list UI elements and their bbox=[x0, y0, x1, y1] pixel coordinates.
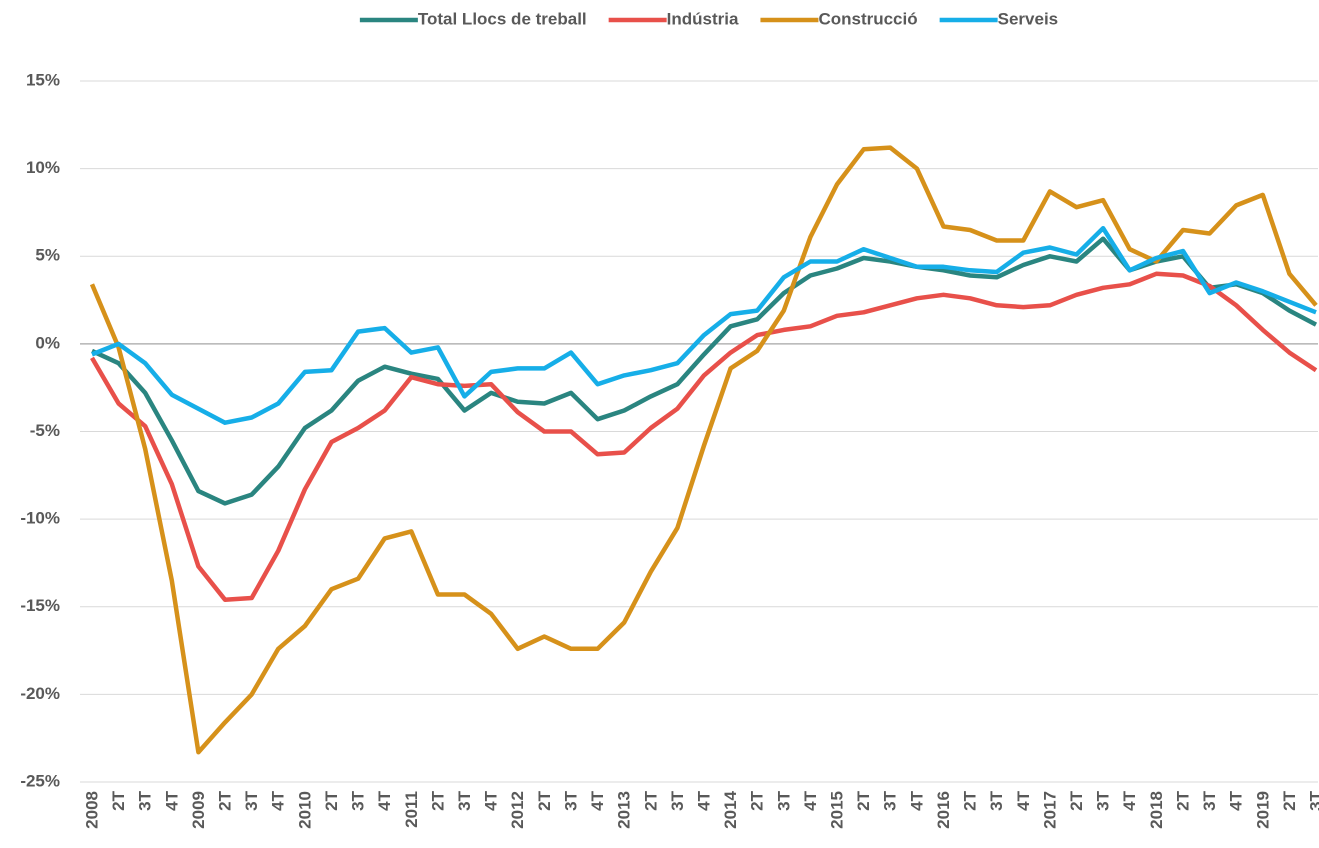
y-tick-label: 0% bbox=[35, 333, 60, 352]
y-tick-label: -5% bbox=[30, 421, 60, 440]
x-tick-label: 4T bbox=[907, 790, 926, 810]
legend-label: Serveis bbox=[998, 9, 1059, 28]
x-tick-label: 2008 bbox=[82, 791, 101, 829]
x-tick-label: 4T bbox=[482, 790, 501, 810]
x-tick-label: 2T bbox=[854, 790, 873, 810]
y-tick-label: -15% bbox=[20, 596, 60, 615]
y-tick-label: 15% bbox=[26, 70, 60, 89]
x-tick-label: 3T bbox=[881, 790, 900, 810]
x-tick-label: 3T bbox=[774, 790, 793, 810]
legend-label: Construcció bbox=[818, 9, 917, 28]
legend-label: Indústria bbox=[667, 9, 739, 28]
x-tick-label: 2016 bbox=[934, 791, 953, 829]
y-tick-label: 5% bbox=[35, 246, 60, 265]
x-tick-label: 2019 bbox=[1253, 791, 1272, 829]
x-tick-label: 4T bbox=[269, 790, 288, 810]
x-tick-label: 2015 bbox=[828, 791, 847, 829]
series-line bbox=[91, 225, 1317, 425]
x-tick-label: 2012 bbox=[508, 791, 527, 829]
legend-label: Total Llocs de treball bbox=[418, 9, 587, 28]
x-tick-label: 2T bbox=[109, 790, 128, 810]
x-tick-label: 2T bbox=[961, 790, 980, 810]
y-tick-label: -20% bbox=[20, 684, 60, 703]
x-tick-label: 4T bbox=[375, 790, 394, 810]
x-tick-label: 2T bbox=[535, 790, 554, 810]
x-tick-label: 2014 bbox=[721, 790, 740, 828]
x-tick-label: 3T bbox=[987, 790, 1006, 810]
x-tick-label: 2T bbox=[428, 790, 447, 810]
x-tick-label: 4T bbox=[801, 790, 820, 810]
x-tick-label: 2010 bbox=[295, 791, 314, 829]
x-tick-label: 3T bbox=[455, 790, 474, 810]
x-tick-label: 2009 bbox=[189, 791, 208, 829]
x-tick-label: 2017 bbox=[1040, 791, 1059, 829]
x-tick-label: 2018 bbox=[1147, 791, 1166, 829]
series-line bbox=[89, 145, 1318, 755]
x-tick-label: 4T bbox=[694, 790, 713, 810]
x-tick-label: 3T bbox=[242, 790, 261, 810]
x-tick-label: 2T bbox=[1067, 790, 1086, 810]
x-tick-label: 4T bbox=[1227, 790, 1246, 810]
x-tick-label: 2T bbox=[322, 790, 341, 810]
x-tick-label: 3T bbox=[136, 790, 155, 810]
x-tick-label: 2T bbox=[641, 790, 660, 810]
x-tick-label: 3T bbox=[349, 790, 368, 810]
x-tick-label: 3T bbox=[1200, 790, 1219, 810]
x-tick-label: 4T bbox=[162, 790, 181, 810]
x-tick-label: 2013 bbox=[615, 791, 634, 829]
series-line bbox=[90, 271, 1318, 602]
x-tick-label: 3T bbox=[1094, 790, 1113, 810]
x-tick-label: 2T bbox=[1173, 790, 1192, 810]
x-tick-label: 2T bbox=[216, 790, 235, 810]
x-tick-label: 4T bbox=[1120, 790, 1139, 810]
x-tick-label: 3T bbox=[668, 790, 687, 810]
y-tick-label: 10% bbox=[26, 158, 60, 177]
legend: Total Llocs de treball Indústria Construcc… bbox=[359, 9, 1059, 28]
series-line bbox=[91, 236, 1318, 506]
x-tick-label: 2011 bbox=[402, 791, 421, 828]
x-tick-label: 3T bbox=[1306, 790, 1319, 810]
y-tick-label: -25% bbox=[20, 771, 60, 790]
y-tick-label: -10% bbox=[20, 509, 60, 528]
x-tick-label: 2T bbox=[1280, 790, 1299, 810]
x-tick-label: 4T bbox=[1014, 790, 1033, 810]
x-tick-label: 4T bbox=[588, 790, 607, 810]
x-tick-label: 3T bbox=[561, 790, 580, 810]
x-tick-label: 2T bbox=[748, 790, 767, 810]
